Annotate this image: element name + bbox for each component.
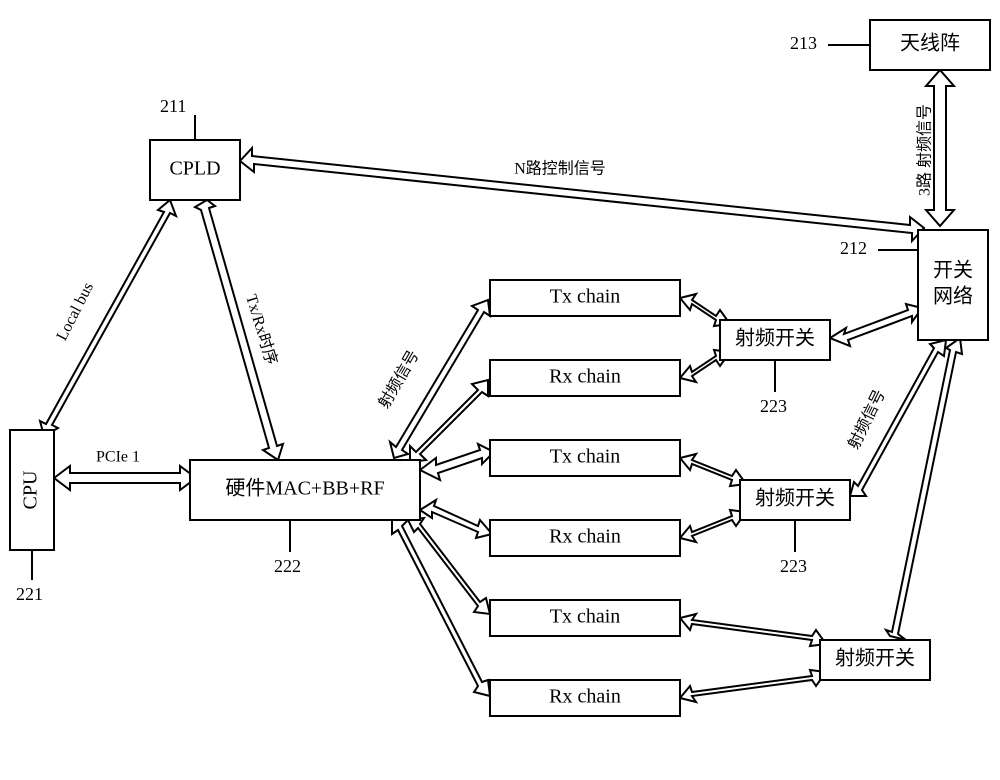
edge-label: 3路 射频信号: [916, 104, 934, 196]
node-label: Tx chain: [550, 286, 621, 308]
node-rfsw1: 射频开关 223: [720, 320, 830, 416]
edge-mac-rx3: [392, 520, 490, 696]
edge-label: N路控制信号: [514, 160, 606, 178]
edge-label: Local bus: [53, 280, 97, 344]
node-label: CPLD: [169, 158, 220, 180]
ref-num: 222: [274, 556, 301, 576]
node-cpld: CPLD 211: [150, 96, 240, 200]
node-label: 射频开关: [835, 647, 915, 670]
block-diagram: N路控制信号 Local bus Tx/Rx时序 PCIe 1 射频信号: [0, 0, 1000, 780]
node-label: 天线阵: [900, 32, 960, 55]
edge-rx2-rfsw2: [680, 510, 746, 542]
node-rx2: Rx chain: [490, 520, 680, 556]
edge-rx3-rfsw3: [680, 670, 826, 702]
ref-num: 223: [780, 556, 807, 576]
edge-mac-tx2: [420, 444, 494, 480]
edge-cpu-mac: PCIe 1: [54, 449, 196, 490]
node-rfsw2: 射频开关 223: [740, 480, 850, 576]
node-antenna: 天线阵 213: [790, 20, 990, 70]
edge-mac-rx2: [420, 500, 492, 538]
node-mac: 硬件MAC+BB+RF 222: [190, 460, 420, 576]
node-tx3: Tx chain: [490, 600, 680, 636]
node-label: Tx chain: [550, 606, 621, 628]
node-label: CPU: [20, 470, 42, 509]
edge-tx2-rfsw2: [680, 454, 746, 486]
node-label: 射频开关: [735, 327, 815, 350]
node-cpu: CPU 221: [10, 430, 54, 604]
ref-num: 221: [16, 584, 43, 604]
ref-num: 211: [160, 96, 186, 116]
edge-switchnet-antenna: 3路 射频信号: [916, 70, 954, 226]
edge-label: 射频信号: [375, 347, 423, 411]
ref-num: 213: [790, 33, 817, 53]
node-rx1: Rx chain: [490, 360, 680, 396]
node-label-line2: 网络: [933, 285, 973, 308]
edge-tx3-rfsw3: [680, 614, 826, 646]
node-label: Rx chain: [549, 686, 621, 708]
edge-rfsw1-switchnet: [830, 304, 922, 346]
ref-num: 212: [840, 238, 867, 258]
node-label: 硬件MAC+BB+RF: [225, 477, 384, 500]
node-label: Rx chain: [549, 366, 621, 388]
edge-cpld-cpu: Local bus: [40, 200, 176, 436]
node-label-line1: 开关: [933, 259, 973, 282]
edge-label: PCIe 1: [96, 449, 140, 466]
node-tx2: Tx chain: [490, 440, 680, 476]
ref-num: 223: [760, 396, 787, 416]
node-label: Tx chain: [550, 446, 621, 468]
edge-cpld-mac: Tx/Rx时序: [195, 200, 283, 460]
node-rx3: Rx chain: [490, 680, 680, 716]
node-tx1: Tx chain: [490, 280, 680, 316]
edge-cpld-switchnet: N路控制信号: [240, 148, 924, 241]
node-label: 射频开关: [755, 487, 835, 510]
node-switchnet: 开关 网络 212: [840, 230, 988, 340]
edge-mac-rx1: [410, 380, 488, 462]
edge-rfsw3-switchnet: [886, 338, 962, 640]
node-label: Rx chain: [549, 526, 621, 548]
node-rfsw3: 射频开关: [820, 640, 930, 680]
